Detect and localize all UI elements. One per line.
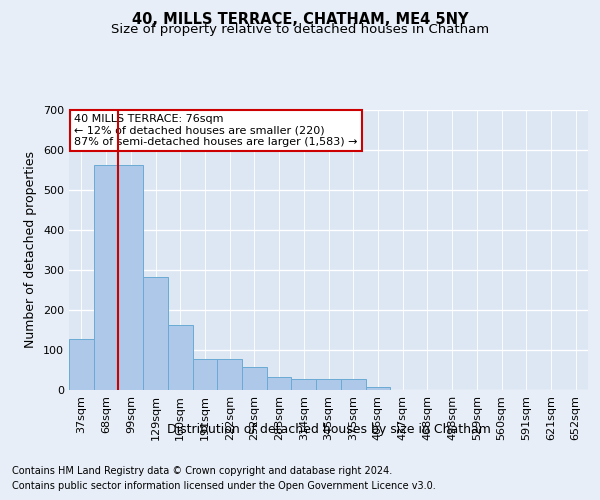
Bar	[69, 339, 94, 390]
Bar	[292, 379, 316, 390]
Text: 40, MILLS TERRACE, CHATHAM, ME4 5NY: 40, MILLS TERRACE, CHATHAM, ME4 5NY	[132, 12, 468, 28]
Bar	[193, 359, 217, 390]
Text: Size of property relative to detached houses in Chatham: Size of property relative to detached ho…	[111, 22, 489, 36]
Bar	[365, 387, 390, 390]
Text: 40 MILLS TERRACE: 76sqm
← 12% of detached houses are smaller (220)
87% of semi-d: 40 MILLS TERRACE: 76sqm ← 12% of detache…	[74, 114, 358, 148]
Bar	[118, 165, 143, 390]
Text: Contains HM Land Registry data © Crown copyright and database right 2024.: Contains HM Land Registry data © Crown c…	[12, 466, 392, 476]
Text: Distribution of detached houses by size in Chatham: Distribution of detached houses by size …	[167, 422, 491, 436]
Bar	[341, 379, 365, 390]
Bar	[217, 359, 242, 390]
Bar	[267, 377, 292, 390]
Text: Contains public sector information licensed under the Open Government Licence v3: Contains public sector information licen…	[12, 481, 436, 491]
Bar	[168, 325, 193, 390]
Bar	[143, 277, 168, 390]
Y-axis label: Number of detached properties: Number of detached properties	[25, 152, 37, 348]
Bar	[316, 379, 341, 390]
Bar	[94, 165, 118, 390]
Bar	[242, 367, 267, 390]
